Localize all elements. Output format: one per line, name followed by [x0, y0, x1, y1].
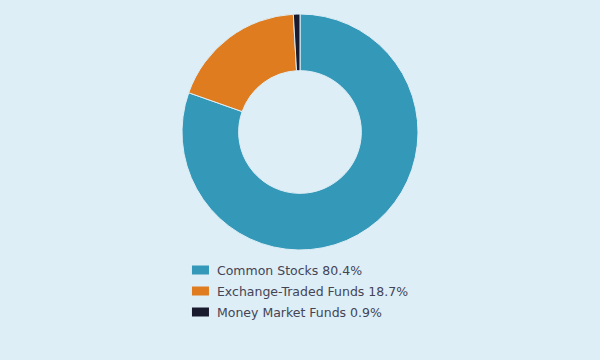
legend-label: Exchange-Traded Funds 18.7%: [217, 284, 408, 299]
legend-swatch: [192, 308, 209, 317]
legend-swatch: [192, 287, 209, 296]
background: [0, 0, 600, 360]
chart-container: Common Stocks 80.4% Exchange-Traded Funds…: [0, 0, 600, 360]
slice: [189, 14, 297, 111]
legend-swatch: [192, 266, 209, 275]
chart: Common Stocks 80.4% Exchange-Traded Funds…: [0, 0, 600, 360]
slice: [293, 14, 300, 71]
legend: Common Stocks 80.4% Exchange-Traded Funds…: [192, 263, 408, 320]
legend-label: Money Market Funds 0.9%: [217, 305, 382, 320]
pie: [182, 14, 418, 250]
slice: [182, 14, 418, 250]
legend-label: Common Stocks 80.4%: [217, 263, 362, 278]
